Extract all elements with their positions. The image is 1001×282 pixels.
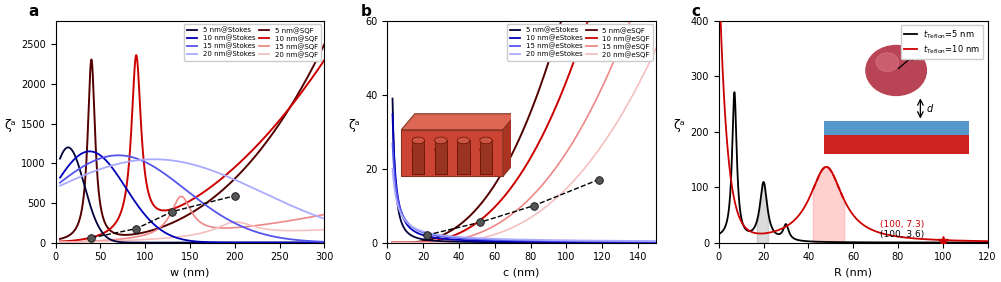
Legend: $t_\mathrm{Teflon}$=5 nm, $t_\mathrm{Teflon}$=10 nm: $t_\mathrm{Teflon}$=5 nm, $t_\mathrm{Tef… [901,25,983,59]
Text: b: b [360,4,371,19]
Text: a: a [29,4,39,19]
Text: (100, 3.6): (100, 3.6) [880,230,924,239]
X-axis label: R (nm): R (nm) [834,268,872,278]
Text: c: c [692,4,701,19]
Y-axis label: ζᵃ: ζᵃ [348,118,359,131]
Y-axis label: ζᵃ: ζᵃ [4,118,16,131]
Y-axis label: ζᵃ: ζᵃ [674,118,686,131]
Text: (100, 7.3): (100, 7.3) [880,220,924,229]
X-axis label: c (nm): c (nm) [504,268,540,278]
X-axis label: w (nm): w (nm) [170,268,209,278]
Legend: 5 nm@Stokes, 10 nm@Stokes, 15 nm@Stokes, 20 nm@Stokes, 5 nm@SQF, 10 nm@SQF, 15 n: 5 nm@Stokes, 10 nm@Stokes, 15 nm@Stokes,… [184,24,321,61]
Legend: 5 nm@eStokes, 10 nm@eStokes, 15 nm@eStokes, 20 nm@eStokes, 5 nm@eSQF, 10 nm@eSQF: 5 nm@eStokes, 10 nm@eStokes, 15 nm@eStok… [508,24,653,61]
